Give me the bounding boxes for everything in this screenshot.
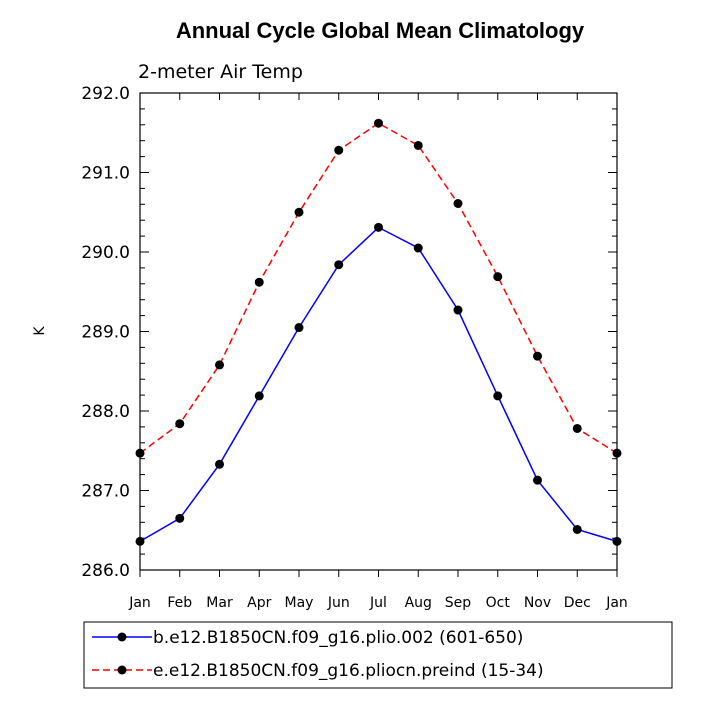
y-tick-label: 290.0 xyxy=(81,243,130,263)
y-tick-label: 289.0 xyxy=(81,323,130,343)
series-1-point xyxy=(334,260,344,270)
series-layer xyxy=(135,118,622,546)
x-tick-label: Mar xyxy=(206,595,233,611)
y-tick-label: 286.0 xyxy=(81,561,130,581)
series-2-point xyxy=(612,448,622,458)
series-2-point xyxy=(215,360,224,370)
y-tick-label: 292.0 xyxy=(81,84,130,104)
y-tick-label: 291.0 xyxy=(81,164,130,184)
series-2-point xyxy=(453,199,463,209)
series-1 xyxy=(135,222,622,546)
x-tick-label: Dec xyxy=(564,595,591,611)
y-tick-label: 287.0 xyxy=(81,482,130,502)
series-2-point xyxy=(294,207,304,217)
series-2-point xyxy=(135,448,145,458)
series-2-point xyxy=(572,423,582,433)
series-1-point xyxy=(413,243,423,253)
y-axis-label: K xyxy=(32,326,48,336)
series-1-point xyxy=(135,536,145,546)
series-2-point xyxy=(334,145,344,155)
x-tick-label: Jan xyxy=(128,595,151,611)
x-tick-label: Jul xyxy=(369,595,387,611)
chart-title: Annual Cycle Global Mean Climatology xyxy=(176,18,585,43)
series-1-point xyxy=(254,391,264,401)
axis-ticks xyxy=(139,92,618,577)
y-tick-labels: 286.0 287.0 288.0 289.0 290.0 291.0 292.0 xyxy=(81,84,130,581)
series-1-point xyxy=(215,459,224,469)
y-tick-label: 288.0 xyxy=(81,402,130,422)
x-tick-label: Aug xyxy=(405,595,432,611)
chart-subtitle: 2-meter Air Temp xyxy=(138,61,303,83)
series-2-point xyxy=(374,118,383,128)
plot-frame xyxy=(139,92,618,571)
legend-marker-series-2 xyxy=(117,665,127,675)
plot-border xyxy=(139,92,618,571)
series-2-point xyxy=(533,351,542,361)
series-1-line xyxy=(139,226,618,543)
legend: b.e12.B1850CN.f09_g16.plio.002 (601-650)… xyxy=(83,621,673,689)
series-2 xyxy=(135,118,622,458)
x-tick-label: Sep xyxy=(445,595,472,611)
series-1-point xyxy=(453,305,463,315)
x-tick-label: Nov xyxy=(524,595,551,611)
series-1-point xyxy=(533,475,542,485)
series-2-point xyxy=(413,140,423,150)
series-1-point xyxy=(294,323,304,333)
series-2-point xyxy=(254,277,264,287)
x-tick-label: Feb xyxy=(167,595,192,611)
series-1-point xyxy=(374,222,383,232)
series-2-point xyxy=(493,272,503,282)
series-1-point xyxy=(572,524,582,534)
x-tick-label: Jun xyxy=(327,595,350,611)
x-tick-label: Oct xyxy=(486,595,511,611)
legend-label-series-1: b.e12.B1850CN.f09_g16.plio.002 (601-650) xyxy=(153,628,523,648)
x-tick-label: Jan xyxy=(605,595,628,611)
legend-box xyxy=(83,621,673,689)
series-1-point xyxy=(612,536,622,546)
x-tick-labels: Jan Feb Mar Apr May Jun Jul Aug Sep Oct Nov Dec Jan xyxy=(128,595,628,611)
x-tick-label: Apr xyxy=(247,595,271,611)
series-2-point xyxy=(175,419,185,429)
legend-marker-series-1 xyxy=(117,632,127,642)
x-tick-label: May xyxy=(285,595,314,611)
series-1-point xyxy=(493,391,503,401)
legend-label-series-2: e.e12.B1850CN.f09_g16.pliocn.preind (15-… xyxy=(153,661,544,681)
series-2-line xyxy=(139,122,618,454)
series-1-point xyxy=(175,513,185,523)
